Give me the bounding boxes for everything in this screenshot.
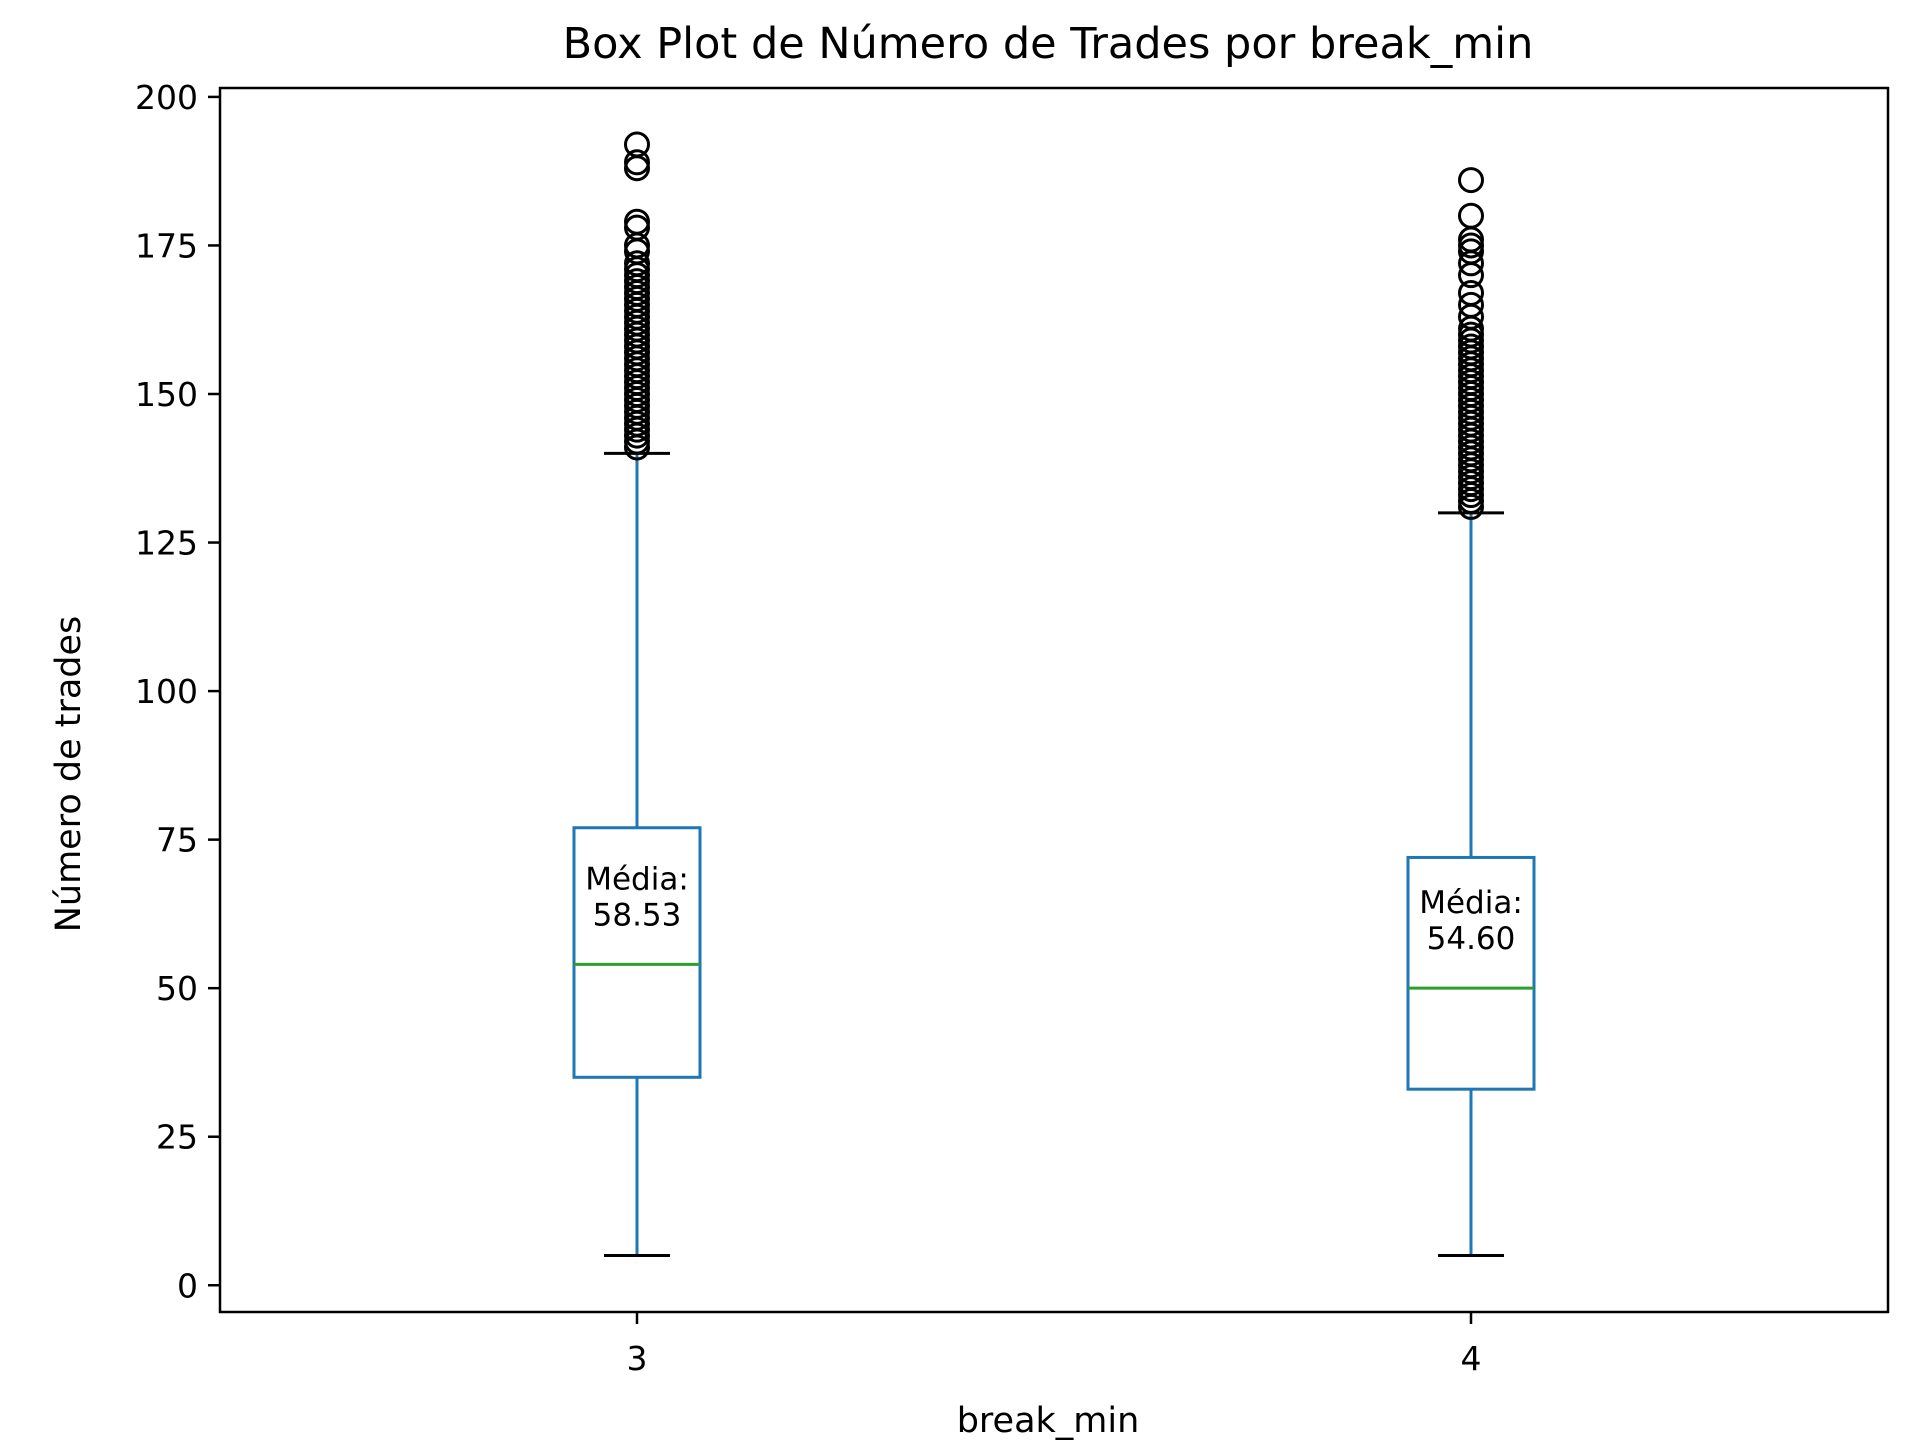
mean-value: 54.60 (1427, 921, 1516, 957)
outlier-point (1458, 279, 1484, 306)
outlier-point (1458, 167, 1484, 194)
y-tick-label: 125 (135, 524, 198, 563)
x-tick-label: 3 (627, 1339, 648, 1378)
outlier-point (1458, 202, 1484, 229)
x-tick-label: 4 (1461, 1339, 1482, 1378)
y-tick-label: 0 (177, 1266, 198, 1305)
mean-label: Média: (1419, 885, 1523, 921)
y-tick-label: 25 (156, 1118, 198, 1157)
y-tick-label: 200 (135, 78, 198, 117)
y-tick-label: 75 (156, 821, 198, 860)
y-tick-label: 150 (135, 375, 198, 414)
outlier-point (1458, 291, 1484, 318)
box-4 (1406, 855, 1536, 1091)
x-axis-label: break_min (957, 1401, 1140, 1440)
outlier-point (624, 149, 650, 176)
outlier-point (624, 131, 650, 158)
outlier-point (624, 250, 650, 277)
outlier-point (624, 208, 650, 235)
mean-label: Média: (585, 861, 689, 897)
y-tick-label: 50 (156, 969, 198, 1008)
y-axis-label: Número de trades (49, 616, 89, 933)
y-tick-label: 100 (135, 672, 198, 711)
chart-title: Box Plot de Número de Trades por break_m… (563, 19, 1534, 69)
box-3 (572, 826, 702, 1079)
plot-frame (218, 86, 1890, 1314)
y-tick-label: 175 (135, 226, 198, 265)
mean-value: 58.53 (593, 897, 682, 933)
